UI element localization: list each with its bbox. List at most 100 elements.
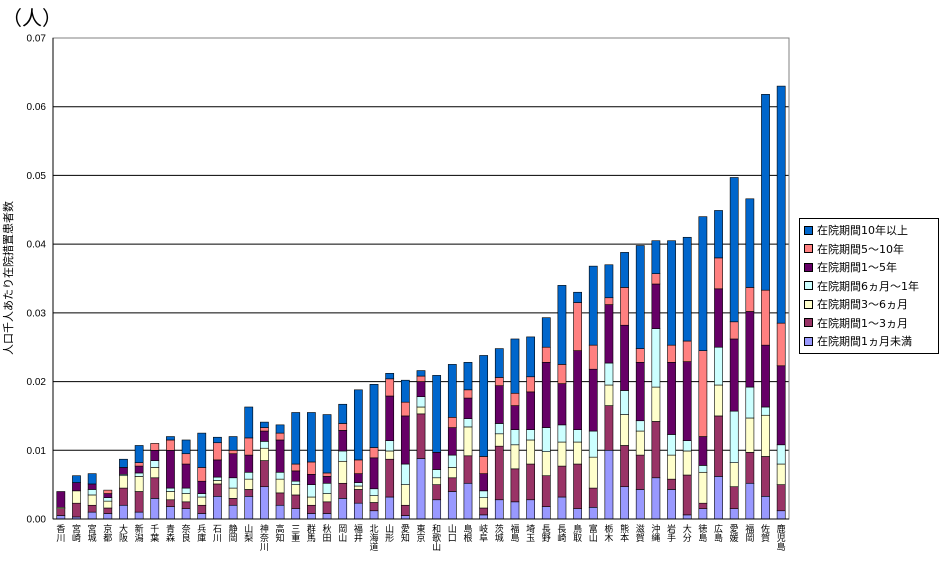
bar-segment-3 xyxy=(338,450,348,462)
bar-segment-2 xyxy=(635,430,645,456)
bar-segment-1 xyxy=(432,484,442,501)
legend-item: 在院期間10年以上 xyxy=(800,221,938,240)
bar-segment-1 xyxy=(72,502,81,518)
bar-segment-1 xyxy=(526,463,535,501)
bar-segment-1 xyxy=(761,456,770,497)
bar-segment-1 xyxy=(416,413,426,459)
bar-segment-0 xyxy=(307,513,316,520)
bar-segment-5 xyxy=(150,443,160,451)
bar-segment-3 xyxy=(463,418,473,428)
bar-segment-2 xyxy=(761,414,770,457)
bar-segment-2 xyxy=(150,467,160,479)
x-tick-label: 静岡 xyxy=(229,523,238,544)
x-tick-label: 鹿児島 xyxy=(777,523,786,553)
bar-segment-2 xyxy=(588,456,598,489)
bar-segment-4 xyxy=(479,473,489,492)
bar-segment-5 xyxy=(714,257,723,290)
legend-swatch xyxy=(804,262,813,272)
bar-segment-0 xyxy=(557,496,567,520)
bar-segment-4 xyxy=(244,454,254,473)
bar-segment-1 xyxy=(494,445,504,501)
axes xyxy=(52,37,790,520)
bar-segment-2 xyxy=(400,484,410,506)
bar-segment-3 xyxy=(745,386,755,419)
bar-segment-1 xyxy=(463,455,473,484)
bar-segment-0 xyxy=(416,458,426,520)
bar-segment-4 xyxy=(166,449,175,489)
bar-segment-2 xyxy=(213,480,222,485)
bar-segment-3 xyxy=(134,472,144,477)
bar-segment-2 xyxy=(620,414,629,446)
legend-item: 在院期間6ヵ月～1年 xyxy=(800,277,938,296)
bar-segment-0 xyxy=(447,491,457,520)
bar-segment-0 xyxy=(729,508,739,520)
bar-segment-4 xyxy=(745,311,755,388)
legend-swatch xyxy=(804,281,813,291)
x-tick-label: 東京 xyxy=(416,523,425,544)
bar-segment-5 xyxy=(275,432,285,441)
bar-segment-1 xyxy=(322,501,332,514)
bar-segment-6 xyxy=(667,240,676,346)
bar-segment-1 xyxy=(134,491,144,513)
bar-segment-5 xyxy=(353,459,363,474)
bar-segment-5 xyxy=(322,472,332,477)
x-tick-label: 京都 xyxy=(103,523,112,544)
bar-segment-0 xyxy=(385,496,395,520)
x-tick-label: 宮崎 xyxy=(72,523,81,544)
bar-segment-5 xyxy=(620,287,629,326)
x-tick-label: 新潟 xyxy=(135,523,144,544)
bar-segment-0 xyxy=(400,515,410,520)
bar-segment-3 xyxy=(761,406,770,416)
legend-label: 在院期間1～5年 xyxy=(817,261,897,275)
bar-segment-4 xyxy=(119,467,128,475)
bar-segment-5 xyxy=(541,346,551,363)
bar-segment-4 xyxy=(134,465,144,474)
bar-segment-2 xyxy=(776,463,786,485)
bar-segment-4 xyxy=(510,405,520,430)
bar-segment-3 xyxy=(166,487,175,492)
x-tick-label: 福井 xyxy=(354,523,363,544)
bar-segment-0 xyxy=(87,511,97,520)
bar-segment-5 xyxy=(181,453,191,465)
bar-segment-6 xyxy=(87,473,97,485)
bar-segment-2 xyxy=(698,471,708,504)
bar-segment-2 xyxy=(416,406,426,415)
y-unit-label: （人） xyxy=(2,6,62,30)
x-tick-label: 秋田 xyxy=(323,523,332,544)
bar-segment-0 xyxy=(197,513,207,520)
bar-segment-5 xyxy=(604,297,614,305)
legend-label: 在院期間10年以上 xyxy=(817,224,908,238)
bar-segment-2 xyxy=(369,495,379,503)
bar-segment-5 xyxy=(244,437,254,456)
bar-segment-6 xyxy=(698,216,708,351)
bar-segment-5 xyxy=(557,364,567,384)
bar-segment-0 xyxy=(667,489,676,520)
x-tick-label: 沖縄 xyxy=(651,523,660,544)
x-tick-label: 三重 xyxy=(291,525,300,544)
bar-segment-0 xyxy=(56,515,66,520)
bar-segment-1 xyxy=(103,507,113,514)
y-tick-label: 0.05 xyxy=(27,171,47,182)
bar-segment-3 xyxy=(604,362,614,386)
bar-segment-5 xyxy=(494,377,504,386)
bar-segment-0 xyxy=(761,496,770,520)
legend-item: 在院期間1～5年 xyxy=(800,258,938,277)
bar-segment-4 xyxy=(494,385,504,424)
bar-segment-3 xyxy=(651,328,661,388)
y-tick-label: 0.06 xyxy=(27,102,47,113)
bar-segment-6 xyxy=(463,362,473,391)
bar-segment-5 xyxy=(213,442,222,461)
bar-segment-0 xyxy=(604,449,614,520)
bar-segment-3 xyxy=(714,346,723,386)
bar-segment-4 xyxy=(573,350,582,430)
bar-segment-0 xyxy=(432,499,442,520)
bar-segment-4 xyxy=(682,361,692,441)
bar-segment-4 xyxy=(635,362,645,422)
bar-segment-2 xyxy=(729,462,739,488)
x-tick-label: 島根 xyxy=(463,523,472,544)
y-tick-label: 0.01 xyxy=(27,446,47,457)
bar-segment-6 xyxy=(745,198,755,288)
bar-segment-3 xyxy=(479,490,489,498)
x-tick-label: 滋賀 xyxy=(636,523,645,544)
